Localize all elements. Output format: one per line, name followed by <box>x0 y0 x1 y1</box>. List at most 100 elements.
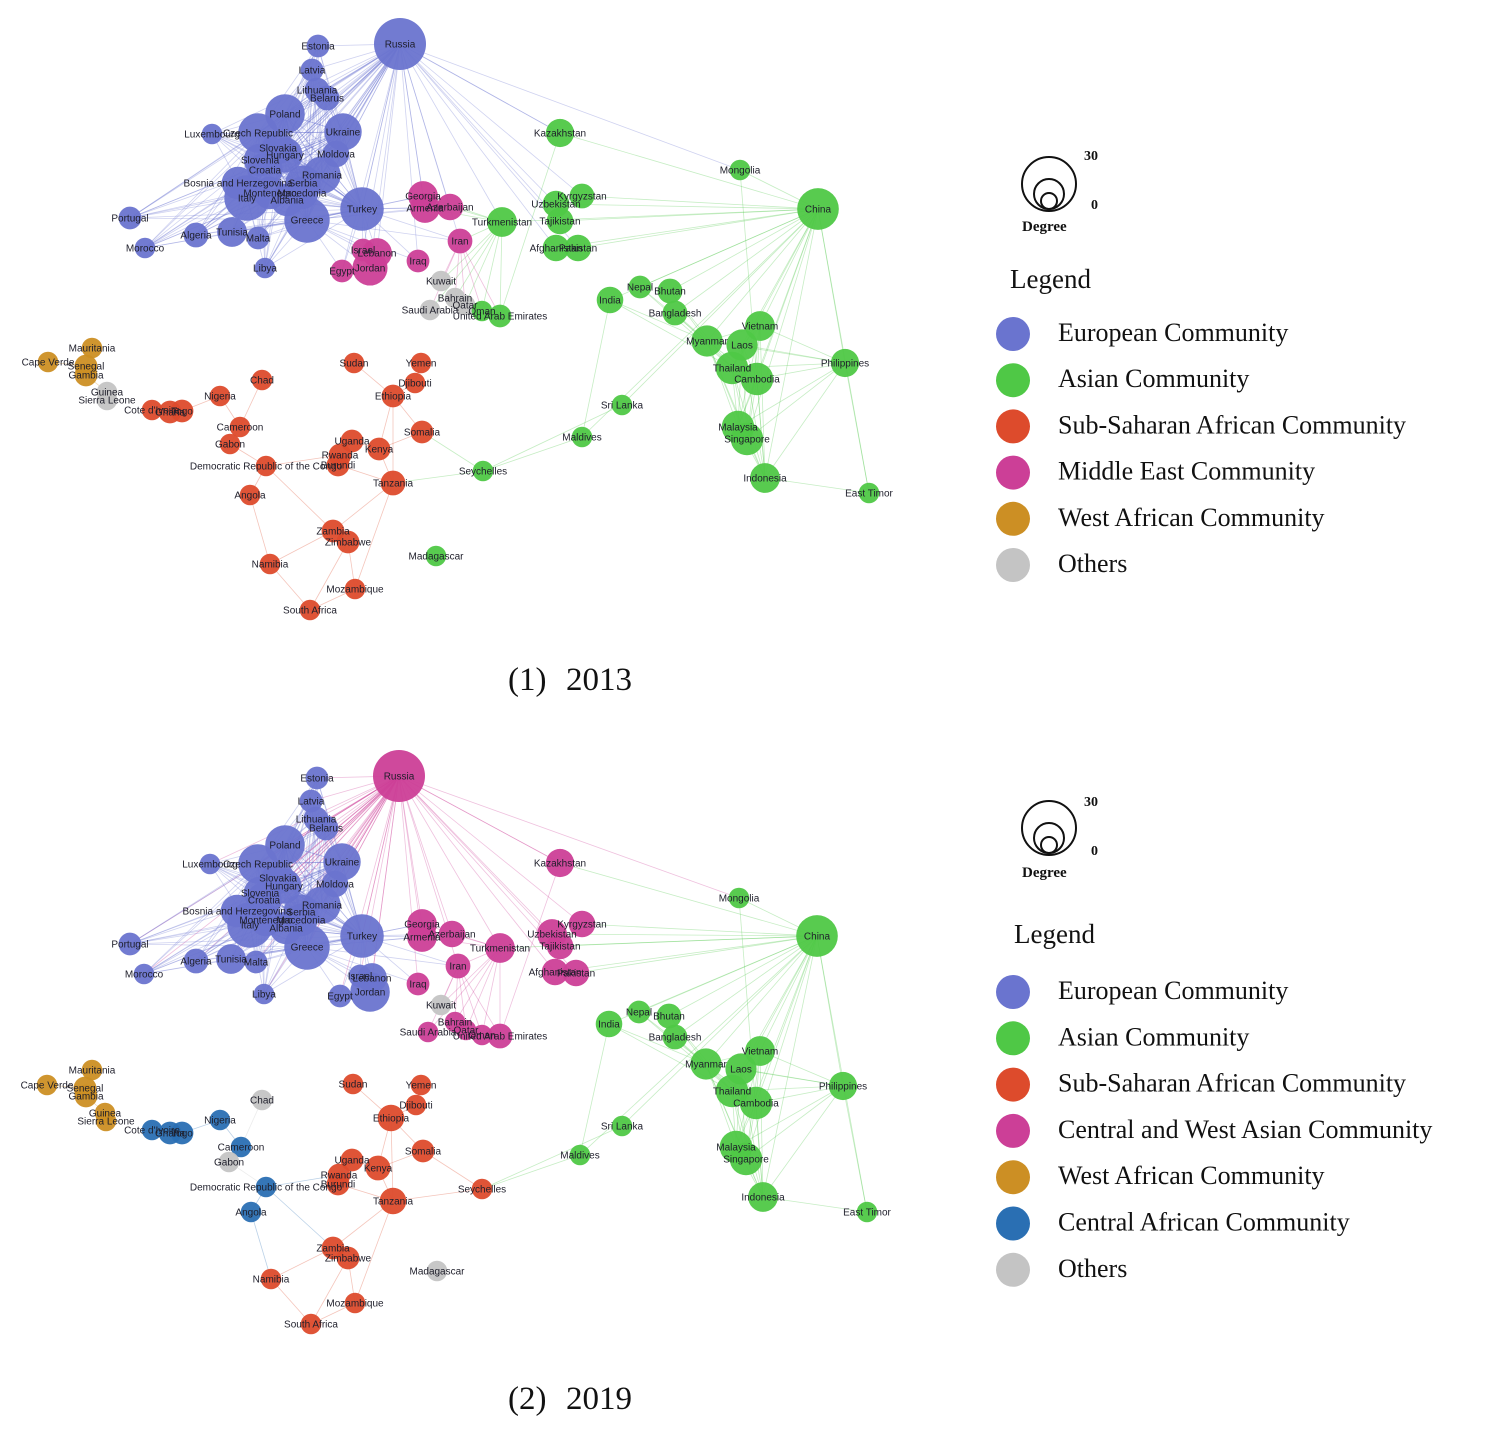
node-pakistan <box>562 959 590 987</box>
node-label-czech: Czech Republic <box>223 860 293 871</box>
node-label-turkey: Turkey <box>347 932 377 943</box>
legend-swatch-3 <box>996 1113 1030 1148</box>
node-label-slovenia: Slovenia <box>241 889 280 900</box>
node-label-gabon: Gabon <box>215 440 245 451</box>
node-label-sierraleone: Sierra Leone <box>77 1117 135 1128</box>
node-label-kenya: Kenya <box>365 445 394 456</box>
edge-SriLanka-Seychelles <box>481 1125 623 1190</box>
node-vietnam <box>745 311 775 341</box>
node-myanmar <box>691 325 723 357</box>
edge-Russia-Kyrgyzstan <box>399 43 583 197</box>
node-kazakhstan <box>545 118 575 148</box>
node-label-djibouti: Djibouti <box>398 379 431 390</box>
node-oman <box>471 1024 493 1046</box>
edge-Portugal-Greece <box>129 943 308 948</box>
degree-circle-small <box>1040 836 1058 854</box>
degree-circle-large <box>1021 800 1077 856</box>
legend-swatch-1 <box>996 363 1030 398</box>
node-label-kyrgyzstan: Kyrgyzstan <box>557 192 606 203</box>
node-mauritania <box>81 337 103 359</box>
node-easttimor <box>856 1201 878 1223</box>
node-angola <box>240 1201 262 1223</box>
node-morocco <box>133 963 155 985</box>
node-kuwait <box>430 270 452 292</box>
edge-DRC-Zambia <box>265 1186 334 1249</box>
edge-Russia-Turkey <box>361 43 401 210</box>
edge-Russia-Kazakhstan <box>399 43 561 134</box>
node-label-india: India <box>599 296 621 307</box>
node-southafrica <box>299 599 321 621</box>
edge-Indonesia-Vietnam <box>759 325 766 479</box>
node-label-myanmar: Myanmar <box>686 337 728 348</box>
node-label-kenya: Kenya <box>364 1164 393 1175</box>
node-kyrgyzstan <box>569 183 595 209</box>
edge-China-Tajikistan <box>559 208 819 222</box>
node-label-romania: Romania <box>302 171 342 182</box>
edge-China-Cambodia <box>755 935 818 1104</box>
edge-Russia-Turkmenistan <box>398 775 501 949</box>
node-label-srilanka: Sri Lanka <box>601 1122 644 1133</box>
node-djibouti <box>404 372 426 394</box>
node-label-bhutan: Bhutan <box>653 1012 685 1023</box>
edge-China-Afghanistan <box>555 208 819 249</box>
node-label-macedonia: Macedonia <box>277 916 326 927</box>
node-easttimor <box>858 482 880 504</box>
edge-Portugal-Greece <box>129 217 308 221</box>
node-portugal <box>118 206 142 230</box>
edge-China-Nepal <box>639 208 819 288</box>
node-label-libya: Libya <box>252 990 276 1001</box>
node-label-lebanon: Lebanon <box>358 249 397 260</box>
node-angola <box>239 484 261 506</box>
node-luxembourg <box>201 123 223 145</box>
node-luxembourg <box>199 853 221 875</box>
edge-China-Bangladesh <box>674 935 818 1038</box>
node-label-kyrgyzstan: Kyrgyzstan <box>557 920 606 931</box>
edge-Turkmenistan-UAE <box>499 221 503 317</box>
node-label-tunisia: Tunisia <box>216 228 248 239</box>
node-label-kazakhstan: Kazakhstan <box>534 859 586 870</box>
legend-label-0: European Community <box>1058 318 1288 347</box>
edge-Russia-Turkey <box>361 43 401 210</box>
edge-Maldives-Seychelles <box>481 1154 581 1190</box>
node-label-armenia: Armenia <box>403 933 441 944</box>
node-label-senegal: Senegal <box>67 1084 104 1095</box>
edge-Russia-Afghanistan <box>399 43 557 249</box>
node-label-uae: United Arab Emirates <box>453 312 548 323</box>
node-philippines <box>830 348 860 378</box>
edge-Zambia-Namibia <box>269 530 334 565</box>
node-label-seychelles: Seychelles <box>459 467 507 478</box>
legend-swatch-5 <box>996 1206 1030 1241</box>
legend-2013: European Community Asian Community Sub-Sah… <box>996 317 1406 582</box>
node-label-gambia: Gambia <box>68 371 103 382</box>
edge-China-Kyrgyzstan <box>581 195 819 210</box>
node-label-china: China <box>804 932 831 943</box>
node-togo <box>170 399 194 423</box>
node-label-mozambique: Mozambique <box>326 1299 384 1310</box>
node-label-albania: Albania <box>269 924 303 935</box>
edge-Seychelles-Somalia <box>422 1150 483 1190</box>
node-label-djibouti: Djibouti <box>399 1101 432 1112</box>
legend-label-2: Sub-Saharan African Community <box>1058 410 1406 439</box>
node-turkmenistan <box>487 207 517 237</box>
node-drc <box>255 455 277 477</box>
edge-Russia-Iraq <box>399 43 419 262</box>
legend-label-2: Sub-Saharan African Community <box>1058 1069 1406 1098</box>
node-india <box>596 286 624 314</box>
node-egypt <box>328 984 352 1008</box>
edge-Philippines-Vietnam <box>759 325 846 364</box>
node-togo <box>170 1121 194 1145</box>
node-sierraleone <box>95 1110 117 1132</box>
node-label-georgia: Georgia <box>404 920 440 931</box>
edge-China-Vietnam <box>759 208 819 327</box>
node-label-serbia: Serbia <box>287 908 316 919</box>
node-label-egypt: Egypt <box>329 267 355 278</box>
node-label-indonesia: Indonesia <box>743 474 787 485</box>
node-qatar <box>454 294 476 316</box>
node-sudan <box>342 1073 364 1095</box>
node-label-poland: Poland <box>269 110 300 121</box>
degree-key-2019: 30 0 Degree <box>1021 795 1098 881</box>
edge-Seychelles-Tanzania <box>392 1188 483 1202</box>
